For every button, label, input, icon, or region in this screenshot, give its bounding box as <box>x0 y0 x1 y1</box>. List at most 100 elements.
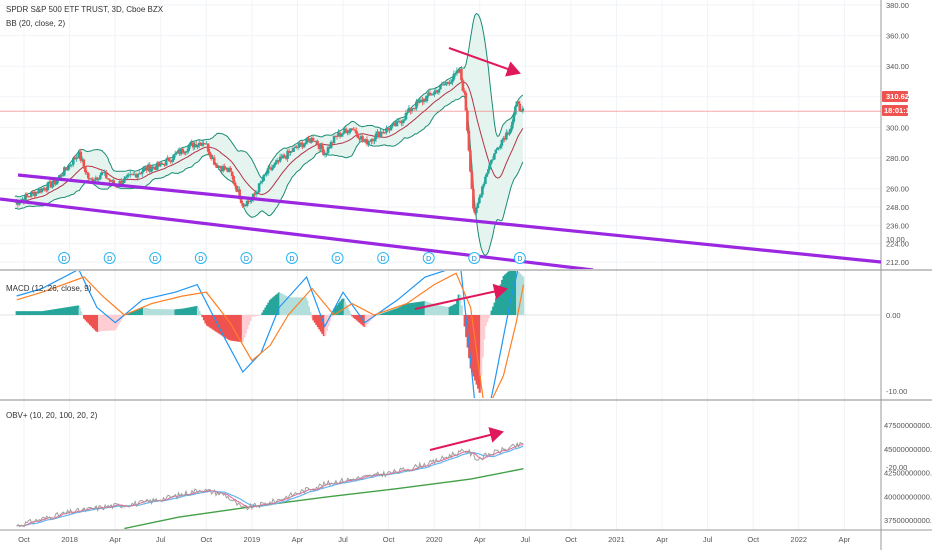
macd-histogram-bar <box>439 305 442 315</box>
macd-histogram-bar <box>274 294 278 315</box>
macd-histogram-bar <box>72 306 75 315</box>
dividend-marker[interactable]: D <box>331 252 344 264</box>
macd-histogram-bar <box>258 315 261 316</box>
macd-histogram-bar <box>348 310 351 315</box>
candle <box>136 173 140 181</box>
candle <box>499 143 502 150</box>
macd-histogram-bar <box>235 315 239 342</box>
candle <box>298 142 301 149</box>
candle <box>100 169 104 176</box>
macd-histogram-bar <box>519 273 522 315</box>
candle <box>154 164 158 171</box>
macd-histogram-bar <box>159 309 162 315</box>
candle <box>203 143 207 145</box>
time-axis-labels[interactable]: Oct 2018 Apr Jul Oct 2019 Apr Jul Oct 2020 Apr Jul O… <box>18 535 851 544</box>
macd-histogram-bar <box>277 292 281 315</box>
dividend-marker[interactable]: D <box>103 252 116 264</box>
macd-histogram-bar <box>307 306 310 315</box>
dividend-marker[interactable]: D <box>422 252 435 264</box>
dividend-marker[interactable]: D <box>58 252 71 264</box>
macd-histogram-bar <box>411 302 414 315</box>
candle <box>152 166 156 171</box>
dividend-marker[interactable]: D <box>194 252 207 264</box>
macd-histogram-bar <box>141 307 144 315</box>
macd-histogram-bar <box>135 309 138 315</box>
macd-histogram-bar <box>183 308 186 315</box>
dividend-marker[interactable]: D <box>240 252 253 264</box>
time-axis-tick: Apr <box>474 535 486 544</box>
macd-histogram-bar <box>60 308 63 315</box>
candle <box>60 174 63 178</box>
macd-histogram-bar <box>83 315 86 319</box>
obv-axis-labels[interactable]: 47500000000.00 45000000000.00 42500000000.… <box>884 421 932 525</box>
dividend-marker-label: D <box>335 256 340 263</box>
candle <box>382 129 385 134</box>
macd-histogram-bar <box>87 315 90 324</box>
macd-histogram-bar <box>237 315 240 342</box>
macd-histogram-bar <box>483 315 486 340</box>
dividend-marker-label: D <box>472 256 477 263</box>
candle <box>227 166 231 173</box>
candle <box>215 162 219 169</box>
trendline-lower[interactable] <box>0 197 594 270</box>
macd-histogram-bar <box>271 297 275 315</box>
chart-title: SPDR S&P 500 ETF TRUST, 3D, Cboe BZX <box>6 5 164 14</box>
candle <box>511 119 514 131</box>
macd-histogram-bar <box>517 271 520 315</box>
candle <box>37 188 41 195</box>
time-axis-tick: Apr <box>839 535 851 544</box>
dividend-marker[interactable]: D <box>149 252 162 264</box>
dividend-marker[interactable]: D <box>513 252 526 264</box>
macd-histogram-bar <box>74 305 77 315</box>
candle <box>280 154 283 160</box>
macd-histogram-bar <box>153 309 156 315</box>
candle <box>145 165 149 174</box>
macd-histogram-bar <box>490 310 493 315</box>
macd-histogram-bar <box>136 309 140 315</box>
macd-histogram-bar <box>514 271 517 315</box>
macd-histogram-bar <box>424 301 427 315</box>
candle <box>72 156 75 167</box>
macd-histogram-bar <box>32 311 35 315</box>
candle <box>48 180 51 184</box>
dividend-marker[interactable]: D <box>377 252 390 264</box>
macd-histogram-bar <box>90 315 93 327</box>
candle <box>188 141 192 149</box>
macd-histogram-bar <box>267 302 270 315</box>
arrow-annotation-price[interactable] <box>448 47 521 77</box>
candle <box>235 185 238 193</box>
macd-histogram-bar <box>286 297 290 315</box>
macd-histogram-bar <box>75 305 78 315</box>
candle <box>343 126 346 134</box>
macd-histogram-bar <box>240 315 243 343</box>
trendline-upper[interactable] <box>17 173 881 264</box>
candle <box>290 147 294 153</box>
candle <box>464 90 468 111</box>
candle <box>317 143 321 152</box>
candle <box>304 140 307 146</box>
candle <box>269 164 273 172</box>
macd-histogram-bar <box>474 315 477 381</box>
candle <box>391 123 394 129</box>
arrow-annotation-macd[interactable] <box>414 283 508 310</box>
candle <box>133 171 137 176</box>
macd-histogram-bar <box>441 306 444 315</box>
dividend-marker[interactable]: D <box>285 252 298 264</box>
macd-histogram-bar <box>208 315 212 328</box>
candle <box>521 105 525 114</box>
macd-histogram-bar <box>35 311 38 315</box>
candle <box>256 191 259 195</box>
macd-histogram-bar <box>169 309 173 315</box>
macd-histogram-bar <box>304 297 307 315</box>
macd-axis-labels[interactable]: 10.00 0.00 -10.00 -20.00 <box>886 235 907 472</box>
macd-histogram-bar <box>496 293 499 315</box>
candle <box>490 159 493 166</box>
candle <box>97 178 101 182</box>
candle <box>87 171 90 181</box>
macd-histogram-bar <box>78 307 81 315</box>
macd-histogram-bar <box>71 306 74 315</box>
macd-histogram-bar <box>101 315 104 332</box>
arrow-annotation-obv[interactable] <box>429 427 504 451</box>
dividend-marker[interactable]: D <box>468 252 481 264</box>
